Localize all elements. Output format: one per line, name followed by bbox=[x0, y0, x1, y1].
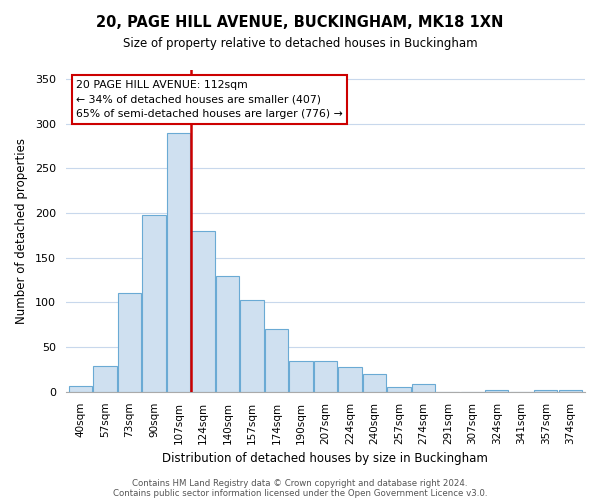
Bar bbox=[485, 390, 508, 392]
Bar bbox=[216, 276, 239, 392]
X-axis label: Distribution of detached houses by size in Buckingham: Distribution of detached houses by size … bbox=[163, 452, 488, 465]
Bar bbox=[559, 390, 582, 392]
Text: 20, PAGE HILL AVENUE, BUCKINGHAM, MK18 1XN: 20, PAGE HILL AVENUE, BUCKINGHAM, MK18 1… bbox=[97, 15, 503, 30]
Bar bbox=[387, 388, 410, 392]
Bar bbox=[534, 390, 557, 392]
Bar bbox=[94, 366, 116, 392]
Bar bbox=[191, 231, 215, 392]
Text: Size of property relative to detached houses in Buckingham: Size of property relative to detached ho… bbox=[122, 38, 478, 51]
Bar bbox=[167, 134, 190, 392]
Bar bbox=[69, 386, 92, 392]
Bar bbox=[363, 374, 386, 392]
Bar bbox=[142, 215, 166, 392]
Bar bbox=[289, 360, 313, 392]
Bar bbox=[338, 367, 362, 392]
Bar bbox=[240, 300, 263, 392]
Bar bbox=[118, 292, 141, 392]
Bar bbox=[265, 329, 288, 392]
Text: Contains HM Land Registry data © Crown copyright and database right 2024.: Contains HM Land Registry data © Crown c… bbox=[132, 478, 468, 488]
Y-axis label: Number of detached properties: Number of detached properties bbox=[15, 138, 28, 324]
Bar bbox=[412, 384, 435, 392]
Text: 20 PAGE HILL AVENUE: 112sqm
← 34% of detached houses are smaller (407)
65% of se: 20 PAGE HILL AVENUE: 112sqm ← 34% of det… bbox=[76, 80, 343, 120]
Text: Contains public sector information licensed under the Open Government Licence v3: Contains public sector information licen… bbox=[113, 488, 487, 498]
Bar bbox=[314, 360, 337, 392]
